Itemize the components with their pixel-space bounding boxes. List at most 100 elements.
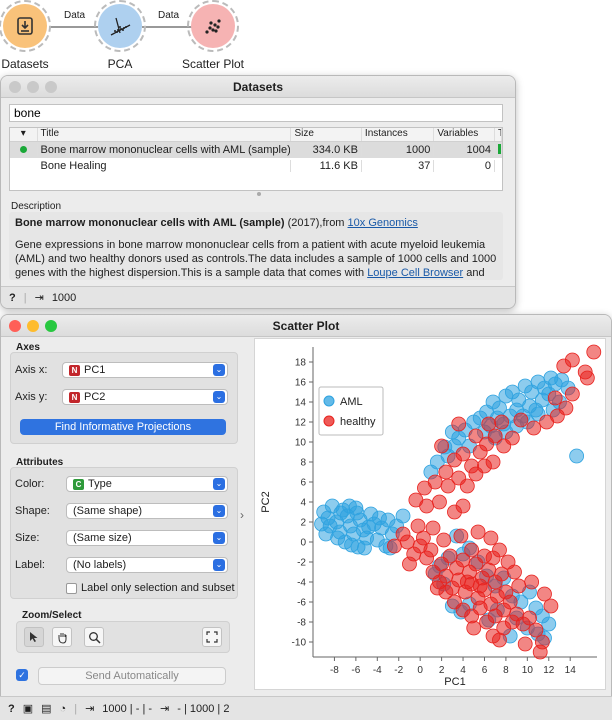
plot-area[interactable]: -8 -6 -4 -2 0 2 4 6 8 10 12 14 -10 -8 -6 -4 -2 0 2 4 6 8 10 12 1…	[254, 338, 606, 690]
col-variables[interactable]: Variables	[434, 128, 496, 141]
x-tick-label: 14	[565, 665, 577, 676]
data-point-healthy	[517, 636, 533, 652]
categorical-icon: C	[73, 478, 84, 490]
data-point-aml	[466, 414, 482, 430]
y-tick-label: 12	[295, 418, 307, 429]
axis-x-select[interactable]: N PC1 ⌄	[62, 362, 228, 378]
color-select[interactable]: C Type ⌄	[66, 476, 228, 492]
close-button[interactable]	[9, 81, 21, 93]
data-point-healthy	[453, 528, 469, 544]
minimize-button[interactable]	[27, 320, 39, 332]
checkbox[interactable]	[66, 582, 77, 594]
data-point-healthy	[485, 550, 501, 566]
zoom-group	[16, 621, 230, 653]
data-point-healthy	[436, 532, 452, 548]
auto-send-checkbox[interactable]: ✓	[16, 669, 28, 681]
link-datasets-pca[interactable]	[50, 26, 98, 28]
data-point-healthy	[415, 530, 431, 546]
chevron-down-icon: ⌄	[213, 559, 225, 571]
data-point-healthy	[511, 578, 527, 594]
label-label: Label:	[15, 559, 45, 571]
data-point-aml	[569, 448, 585, 464]
link-pca-scatter[interactable]	[142, 26, 192, 28]
node-label-pca: PCA	[107, 57, 133, 71]
loupe-link[interactable]: Loupe Cell Browser	[367, 267, 464, 279]
zoom-tool[interactable]	[84, 627, 104, 647]
pan-tool[interactable]	[52, 627, 72, 647]
data-point-healthy	[492, 632, 507, 648]
description-title: Bone marrow mononuclear cells with AML (…	[15, 217, 285, 229]
table-row[interactable]: Bone Healing 11.6 KB 37 0	[10, 158, 502, 174]
axes-group-title: Axes	[16, 342, 40, 353]
col-size[interactable]: Size	[291, 128, 362, 141]
splitter-handle[interactable]	[257, 192, 261, 196]
data-point-healthy	[507, 564, 522, 580]
x-tick-label: -4	[373, 665, 382, 676]
send-automatically-button[interactable]: Send Automatically	[38, 667, 226, 685]
table-row[interactable]: Bone marrow mononuclear cells with AML (…	[10, 142, 502, 158]
axis-x-label: Axis x:	[15, 364, 48, 376]
fit-icon	[206, 631, 218, 643]
scatter-title: Scatter Plot	[272, 319, 340, 333]
data-point-healthy	[402, 556, 417, 572]
data-point-healthy	[459, 478, 475, 494]
save-icon[interactable]: ▣	[22, 703, 34, 715]
y-tick-label: 8	[300, 458, 306, 469]
data-point-healthy	[513, 412, 529, 428]
select-tool[interactable]	[24, 627, 44, 647]
x-tick-label: -8	[330, 665, 339, 676]
zoom-button[interactable]	[45, 320, 57, 332]
axis-y-select[interactable]: N PC2 ⌄	[62, 389, 228, 405]
size-select[interactable]: (Same size) ⌄	[66, 530, 228, 546]
scatter-chart[interactable]: -8 -6 -4 -2 0 2 4 6 8 10 12 14 -10 -8 -6 -4 -2 0 2 4 6 8 10 12 1…	[255, 339, 607, 691]
zoom-group-title: Zoom/Select	[22, 610, 82, 621]
data-point-healthy	[451, 416, 467, 432]
data-point-healthy	[466, 620, 482, 636]
description-body: Gene expressions in bone marrow mononucl…	[15, 239, 497, 279]
reset-zoom-tool[interactable]	[202, 627, 222, 647]
help-icon[interactable]: ?	[9, 291, 16, 304]
y-tick-label: 2	[300, 518, 306, 529]
output-icon: ⇥	[160, 703, 170, 715]
node-pca[interactable]: PCA	[80, 0, 160, 71]
data-point-healthy	[455, 498, 471, 514]
col-title[interactable]: Title	[38, 128, 292, 141]
label-only-checkbox[interactable]: Label only selection and subset	[66, 582, 235, 594]
data-point-healthy	[487, 608, 503, 624]
chevron-down-icon: ⌄	[213, 505, 225, 517]
filter-input[interactable]	[9, 104, 503, 122]
size-label: Size:	[15, 532, 40, 544]
datasets-titlebar[interactable]: Datasets	[1, 76, 515, 98]
hand-icon	[58, 632, 66, 644]
y-tick-label: 16	[295, 378, 307, 389]
legend-marker-aml	[323, 395, 335, 407]
node-scatter-plot[interactable]: Scatter Plot	[173, 0, 253, 71]
minimize-button[interactable]	[27, 81, 39, 93]
close-button[interactable]	[9, 320, 21, 332]
label-select[interactable]: (No labels) ⌄	[66, 557, 228, 573]
report-icon[interactable]: ▤	[41, 703, 52, 715]
y-tick-label: -6	[297, 598, 306, 609]
col-target[interactable]: T	[495, 128, 502, 141]
x-tick-label: -2	[394, 665, 403, 676]
col-instances[interactable]: Instances	[362, 128, 435, 141]
input-summary: 1000 | - | -	[102, 702, 153, 715]
y-tick-label: 6	[300, 478, 306, 489]
shape-select[interactable]: (Same shape) ⌄	[66, 503, 228, 519]
graph-icon[interactable]: ◔	[59, 702, 67, 715]
collapse-panel-icon[interactable]: ›	[240, 508, 244, 522]
x-tick-label: 2	[439, 665, 445, 676]
find-projections-button[interactable]: Find Informative Projections	[20, 419, 226, 435]
datasets-title: Datasets	[232, 80, 284, 94]
data-point-healthy	[498, 584, 514, 600]
node-datasets[interactable]: Datasets	[0, 0, 65, 71]
data-point-aml	[361, 519, 377, 535]
scatter-titlebar[interactable]: Scatter Plot	[1, 315, 611, 337]
zoom-button[interactable]	[45, 81, 57, 93]
source-link[interactable]: 10x Genomics	[347, 217, 418, 229]
datasets-table[interactable]: ▾ Title Size Instances Variables T Bone …	[9, 127, 503, 191]
legend-label: AML	[340, 396, 363, 408]
help-icon[interactable]: ?	[8, 702, 15, 715]
data-point-healthy	[481, 416, 497, 432]
col-status[interactable]: ▾	[10, 128, 38, 141]
